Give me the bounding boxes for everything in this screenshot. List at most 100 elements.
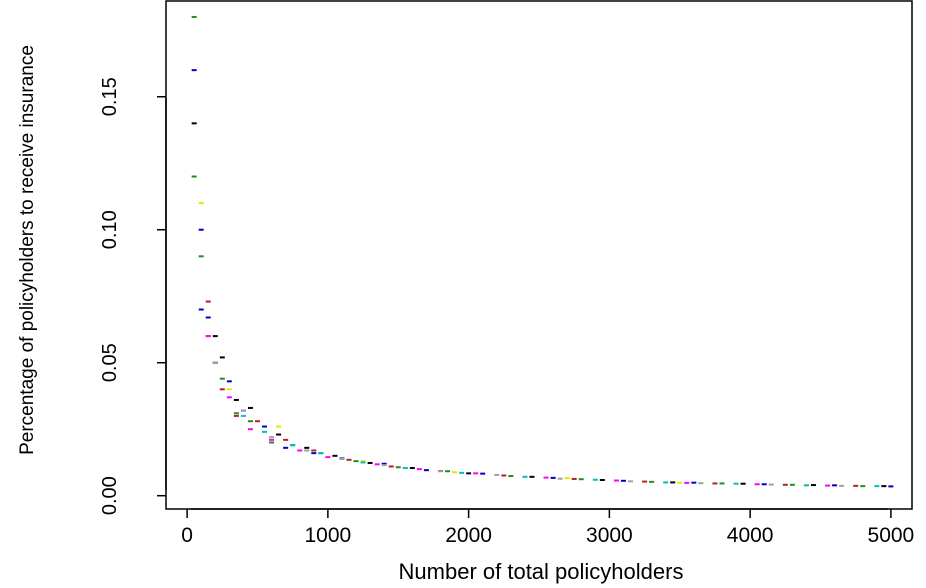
y-axis: 0.00 0.05 0.10 0.15	[99, 77, 167, 515]
data-point	[240, 414, 246, 417]
x-axis-title: Number of total policyholders	[399, 559, 684, 584]
data-point	[226, 380, 232, 383]
data-point	[881, 485, 887, 488]
data-point	[437, 470, 443, 473]
data-point	[874, 485, 880, 488]
data-point	[768, 483, 774, 486]
data-point	[754, 483, 760, 486]
data-point	[198, 202, 204, 205]
data-point	[810, 484, 816, 487]
data-point	[367, 461, 373, 464]
data-point	[649, 480, 655, 483]
data-point	[276, 433, 282, 436]
data-point	[212, 335, 218, 338]
data-point	[501, 474, 507, 477]
data-point	[240, 409, 246, 412]
data-point	[219, 388, 225, 391]
data-point	[374, 463, 380, 466]
data-point	[522, 475, 528, 478]
data-points	[191, 15, 894, 488]
data-point	[205, 335, 211, 338]
data-point	[269, 436, 275, 439]
data-point	[599, 479, 605, 482]
y-tick-label: 0.10	[99, 210, 121, 249]
plot-frame	[165, 0, 913, 510]
data-point	[191, 15, 197, 18]
data-point	[494, 473, 500, 476]
data-point	[381, 462, 387, 465]
data-point	[233, 414, 239, 417]
data-point	[304, 449, 310, 452]
data-point	[550, 476, 556, 479]
data-point	[409, 467, 415, 470]
data-point	[191, 175, 197, 178]
data-point	[557, 477, 563, 480]
data-point	[262, 425, 268, 428]
x-tick-label: 2000	[445, 524, 492, 547]
data-point	[388, 465, 394, 468]
data-point	[233, 398, 239, 401]
data-point	[452, 471, 458, 474]
data-point	[839, 484, 845, 487]
data-point	[205, 316, 211, 319]
data-point	[198, 255, 204, 258]
data-point	[860, 485, 866, 488]
data-point	[247, 428, 253, 431]
data-point	[339, 457, 345, 460]
data-point	[543, 476, 549, 479]
data-point	[297, 449, 303, 452]
x-tick-label: 5000	[868, 524, 915, 547]
data-point	[332, 454, 338, 457]
data-point	[198, 228, 204, 231]
data-point	[311, 452, 317, 455]
data-point	[212, 361, 218, 364]
data-point	[803, 484, 809, 487]
data-point	[262, 430, 268, 433]
data-point	[719, 482, 725, 485]
x-tick-label: 4000	[727, 524, 774, 547]
data-point	[691, 481, 697, 484]
data-point	[698, 482, 704, 485]
data-point	[564, 477, 570, 480]
data-point	[423, 469, 429, 472]
data-point	[782, 483, 788, 486]
data-point	[254, 420, 260, 423]
data-point	[529, 475, 535, 478]
data-point	[219, 377, 225, 380]
data-point	[733, 482, 739, 485]
data-point	[571, 477, 577, 480]
data-point	[832, 484, 838, 487]
data-point	[269, 438, 275, 441]
data-point	[325, 456, 331, 459]
data-point	[473, 472, 479, 475]
x-tick-label: 1000	[305, 524, 352, 547]
data-point	[360, 460, 366, 463]
data-point	[825, 484, 831, 487]
data-point	[712, 482, 718, 485]
data-point	[304, 446, 310, 449]
data-point	[459, 471, 465, 474]
data-point	[318, 452, 324, 455]
data-point	[290, 444, 296, 447]
data-point	[480, 472, 486, 475]
data-point	[613, 479, 619, 482]
data-point	[627, 480, 633, 483]
data-point	[508, 475, 514, 478]
x-tick-label: 3000	[586, 524, 633, 547]
data-point	[740, 482, 746, 485]
data-point	[205, 300, 211, 303]
data-point	[283, 446, 289, 449]
data-point	[466, 472, 472, 475]
data-point	[402, 467, 408, 470]
data-point	[283, 438, 289, 441]
data-point	[395, 466, 401, 469]
y-tick-label: 0.15	[99, 77, 121, 116]
x-tick-label: 0	[181, 524, 193, 547]
data-point	[789, 483, 795, 486]
data-point	[219, 356, 225, 359]
data-point	[191, 122, 197, 125]
data-point	[620, 479, 626, 482]
data-point	[761, 483, 767, 486]
data-point	[677, 481, 683, 484]
